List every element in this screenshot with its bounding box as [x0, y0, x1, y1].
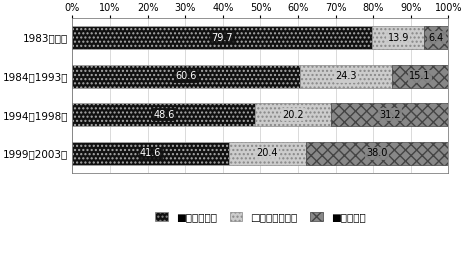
Text: 15.1: 15.1	[409, 71, 431, 81]
Legend: ■子息・子女, □その他の親族, ■親族以外: ■子息・子女, □その他の親族, ■親族以外	[151, 208, 370, 226]
Bar	[255, 103, 331, 126]
Text: 48.6: 48.6	[153, 110, 174, 120]
Bar	[306, 142, 448, 165]
Text: 20.2: 20.2	[282, 110, 304, 120]
Bar	[372, 26, 425, 49]
Bar	[229, 142, 306, 165]
Text: 24.3: 24.3	[335, 71, 357, 81]
Bar	[73, 26, 372, 49]
Bar	[73, 142, 229, 165]
Text: 38.0: 38.0	[366, 148, 388, 159]
Bar	[73, 103, 255, 126]
Bar	[425, 26, 448, 49]
Text: 13.9: 13.9	[388, 33, 409, 43]
Text: 31.2: 31.2	[379, 110, 400, 120]
Text: 20.4: 20.4	[257, 148, 278, 159]
Bar	[73, 65, 300, 88]
Text: 60.6: 60.6	[176, 71, 197, 81]
Text: 6.4: 6.4	[429, 33, 444, 43]
Text: 41.6: 41.6	[140, 148, 161, 159]
Bar	[392, 65, 448, 88]
Bar	[300, 65, 392, 88]
Text: 79.7: 79.7	[212, 33, 233, 43]
Bar	[331, 103, 448, 126]
